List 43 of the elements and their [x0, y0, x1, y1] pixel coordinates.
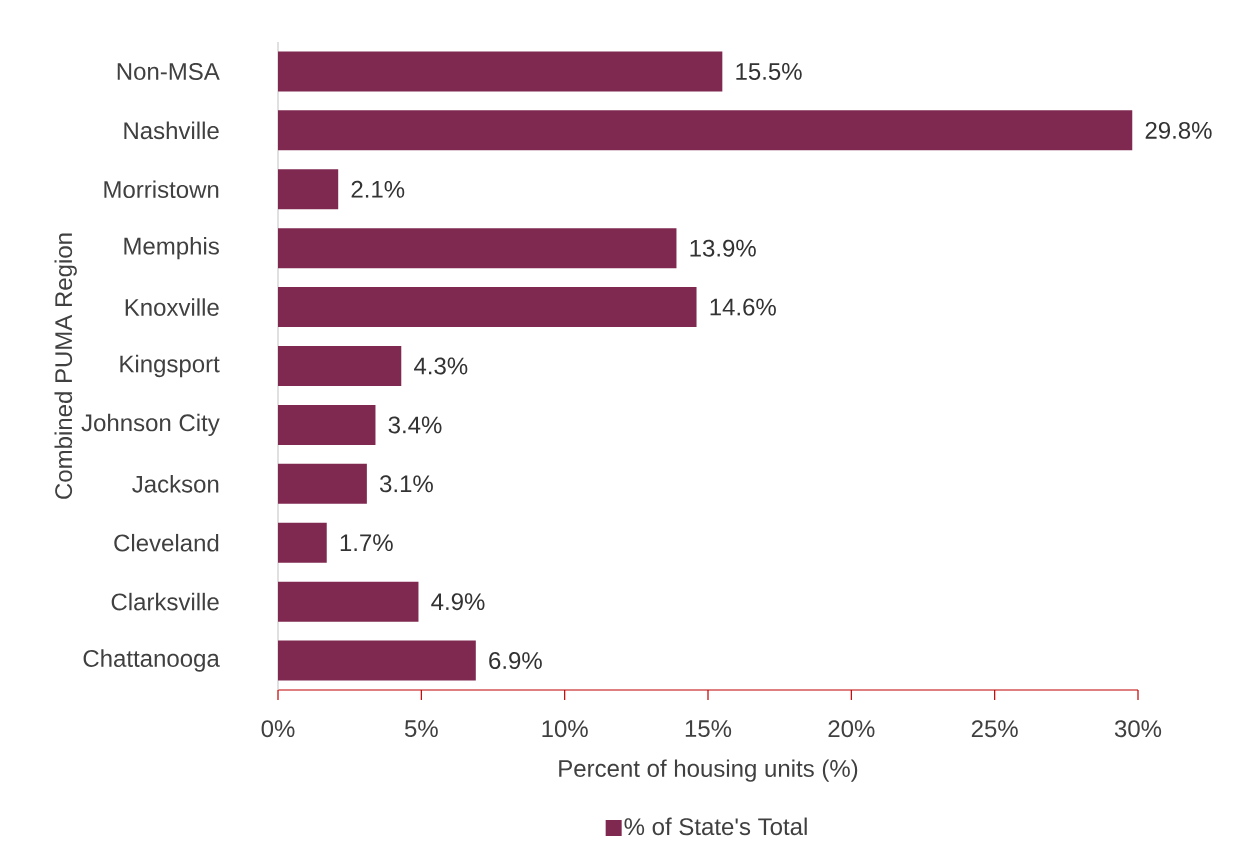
bar: [278, 463, 367, 504]
bar: [278, 51, 723, 92]
x-tick-label: 0%: [261, 720, 295, 738]
data-label: 4.9%: [431, 593, 485, 611]
bar: [278, 522, 327, 563]
data-label: 4.3%: [414, 357, 468, 375]
bar: [278, 346, 402, 386]
x-tick-label: 25%: [971, 720, 1018, 738]
x-tick-label: 10%: [542, 720, 588, 738]
y-tick-label: Morristown: [104, 180, 219, 199]
data-label: 15.5%: [736, 63, 802, 80]
data-label: 2.1%: [351, 180, 405, 198]
y-tick-label: Clarksville: [111, 592, 219, 611]
y-tick-label: Kingsport: [120, 354, 220, 378]
x-axis-title: Percent of housing units (%): [559, 759, 858, 782]
bar: [278, 640, 476, 681]
x-tick-label: 30%: [1114, 720, 1162, 738]
bar: [278, 228, 677, 269]
bar: [278, 169, 339, 210]
data-label: 6.9%: [489, 652, 542, 670]
x-tick-label: 20%: [828, 720, 875, 738]
y-axis-title: Combined PUMA Region: [54, 233, 77, 499]
y-tick-label: Memphis: [124, 236, 219, 260]
y-tick-label: Johnson City: [81, 413, 220, 437]
y-tick-label: Nashville: [124, 121, 219, 140]
data-label: 3.1%: [379, 475, 433, 493]
data-label: 14.6%: [710, 298, 776, 316]
legend-label: % of State's Total: [624, 817, 807, 836]
x-tick-label: 5%: [404, 720, 438, 738]
y-tick-label: Chattanooga: [83, 649, 220, 672]
x-tick-label: 15%: [685, 720, 732, 738]
data-label: 1.7%: [340, 534, 393, 552]
y-tick-label: Knoxville: [125, 298, 219, 316]
bar: [278, 287, 697, 328]
y-tick-label: Cleveland: [114, 533, 219, 552]
data-label: 3.4%: [388, 416, 442, 434]
bar: [278, 581, 419, 622]
bar: [278, 404, 376, 445]
data-label: 13.9%: [690, 239, 756, 257]
bar: [278, 110, 1133, 151]
y-tick-label: Non-MSA: [117, 62, 220, 80]
data-label: 29.8%: [1145, 121, 1212, 139]
y-tick-label: Jackson: [132, 475, 219, 493]
